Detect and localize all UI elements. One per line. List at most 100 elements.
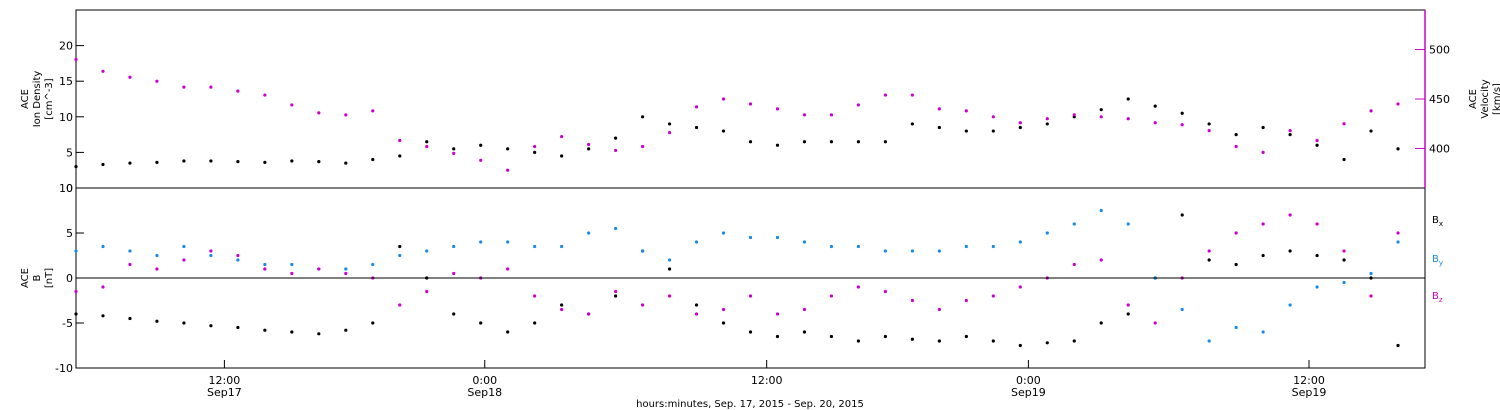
- data-point: [1369, 129, 1373, 133]
- data-point: [74, 165, 78, 169]
- data-point: [533, 294, 537, 298]
- data-point: [587, 231, 591, 235]
- data-point: [937, 125, 941, 130]
- data-point: [398, 138, 402, 143]
- data-point: [290, 262, 294, 267]
- data-point: [128, 75, 132, 79]
- data-point: [964, 244, 968, 249]
- data-point: [1018, 125, 1022, 130]
- data-point: [317, 160, 321, 164]
- data-point: [344, 267, 348, 271]
- data-point: [721, 307, 726, 312]
- data-point: [667, 258, 672, 262]
- data-point: [506, 240, 510, 244]
- data-point: [1099, 115, 1103, 119]
- data-point: [101, 162, 105, 167]
- data-point: [317, 267, 321, 271]
- data-point: [74, 312, 78, 316]
- chart-marks: [74, 57, 1400, 348]
- data-point: [344, 113, 348, 117]
- data-point: [748, 235, 753, 240]
- data-point: [1099, 208, 1103, 213]
- data-point: [155, 79, 159, 83]
- data-point: [263, 267, 267, 271]
- data-point: [964, 109, 968, 113]
- data-point: [533, 244, 537, 249]
- data-point: [425, 289, 429, 294]
- data-point: [694, 303, 699, 307]
- data-point: [694, 312, 699, 316]
- data-point: [1126, 303, 1130, 307]
- data-point: [371, 109, 375, 113]
- data-point: [937, 307, 941, 312]
- x-tick-time: 12:00: [1293, 374, 1325, 387]
- data-point: [667, 122, 672, 126]
- data-point: [101, 314, 105, 318]
- data-point: [640, 115, 645, 119]
- data-point: [748, 330, 753, 334]
- data-point: [1018, 240, 1022, 244]
- data-point: [263, 328, 267, 332]
- data-point: [209, 249, 213, 253]
- data-point: [74, 289, 78, 294]
- data-point: [1180, 307, 1184, 312]
- data-point: [263, 160, 267, 164]
- x-tick-date: Sep18: [467, 386, 502, 399]
- data-point: [991, 339, 995, 343]
- data-point: [560, 303, 564, 307]
- chart-axes: 05101520400450500-10-5051012:00Sep170:00…: [55, 10, 1450, 399]
- x-tick-time: 12:00: [751, 374, 783, 387]
- data-point: [748, 140, 753, 144]
- data-point: [694, 105, 699, 109]
- data-point: [883, 289, 888, 294]
- data-point: [1288, 213, 1292, 217]
- data-point: [748, 294, 753, 298]
- data-point: [155, 253, 159, 258]
- data-point: [479, 143, 483, 147]
- data-point: [1234, 144, 1238, 149]
- data-point: [506, 168, 510, 172]
- data-point: [991, 115, 995, 119]
- bottom-left-axis-title-line2: B: [32, 274, 43, 281]
- legend-bz-label: B: [1432, 291, 1439, 302]
- data-point: [533, 321, 537, 325]
- data-point: [937, 339, 941, 343]
- data-point: [236, 160, 240, 164]
- data-point: [398, 303, 402, 307]
- legend-by-sub: y: [1439, 259, 1443, 267]
- data-point: [425, 144, 429, 149]
- legend-bx-sub: x: [1439, 220, 1443, 228]
- data-point: [775, 312, 780, 316]
- data-point: [317, 332, 321, 336]
- data-point: [667, 294, 672, 298]
- data-point: [101, 69, 105, 73]
- data-point: [802, 240, 807, 244]
- x-tick-date: Sep19: [1011, 386, 1046, 399]
- data-point: [910, 249, 914, 253]
- data-point: [667, 267, 672, 271]
- data-point: [640, 303, 645, 307]
- data-point: [721, 231, 726, 235]
- top-left-axis-title: ACE Ion Density [cm^-3]: [20, 71, 55, 128]
- data-point: [1234, 231, 1238, 235]
- data-point: [1072, 262, 1076, 267]
- legend-bx: Bx: [1432, 215, 1443, 228]
- x-tick-time: 0:00: [472, 374, 497, 387]
- data-point: [1207, 129, 1211, 133]
- data-point: [155, 319, 159, 323]
- right-tick-label: 400: [1429, 142, 1450, 155]
- data-point: [802, 307, 807, 312]
- data-point: [236, 89, 240, 93]
- data-point: [614, 136, 618, 140]
- data-point: [1396, 102, 1400, 106]
- data-point: [587, 142, 591, 147]
- top-left-axis-title-line3: [cm^-3]: [44, 78, 55, 119]
- data-point: [1099, 108, 1103, 112]
- data-point: [425, 249, 429, 253]
- data-point: [1315, 253, 1319, 258]
- data-point: [721, 97, 726, 101]
- data-point: [1126, 222, 1130, 226]
- data-point: [937, 249, 941, 253]
- data-point: [506, 330, 510, 334]
